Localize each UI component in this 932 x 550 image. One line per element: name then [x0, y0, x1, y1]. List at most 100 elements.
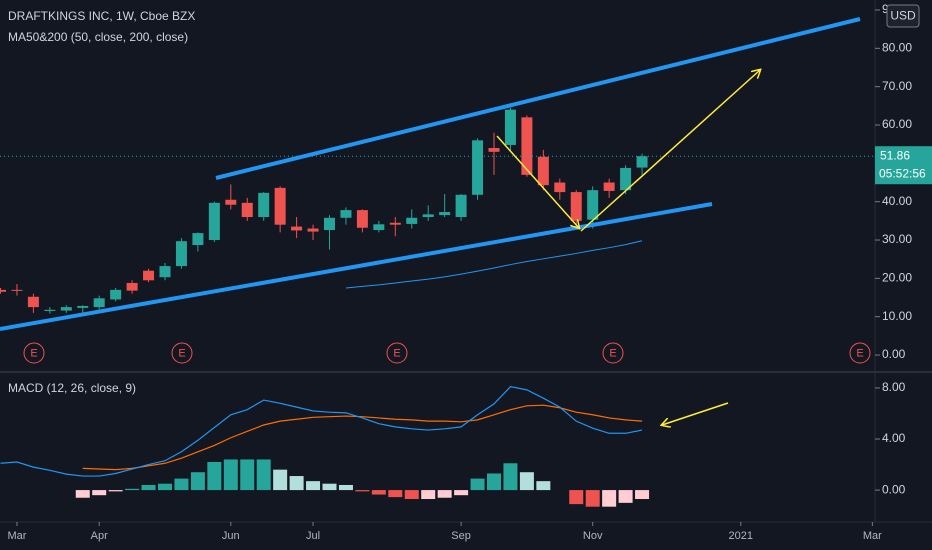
histogram-bar	[108, 490, 123, 492]
histogram-bar	[569, 490, 584, 505]
candle-body	[554, 182, 566, 193]
chart-title: DRAFTKINGS INC, 1W, Cboe BZX	[8, 9, 195, 23]
histogram-bar	[240, 459, 255, 491]
line	[0, 386, 643, 477]
y-tick-label: 4.00	[882, 431, 906, 445]
histogram-bar	[536, 481, 551, 491]
y-tick-label: 40.00	[882, 194, 912, 208]
candle-body	[60, 307, 72, 311]
candle-body	[488, 148, 500, 152]
histogram-bar	[388, 490, 403, 498]
candle-body	[225, 199, 237, 205]
y-tick-label: 60.00	[882, 117, 912, 131]
earnings-marker	[849, 342, 871, 364]
histogram-bar	[256, 459, 271, 491]
candle-body	[11, 289, 23, 291]
candle-body	[27, 296, 39, 308]
earnings-marker	[23, 342, 45, 364]
candle-body	[175, 241, 187, 267]
histogram-bar	[158, 483, 172, 491]
candle-body	[44, 309, 56, 311]
last-price-label: 51.86	[880, 148, 910, 162]
x-tick-label: Apr	[91, 530, 108, 542]
candle-body	[389, 222, 401, 225]
earnings-label: E	[178, 347, 185, 359]
candle-body	[93, 298, 105, 308]
candle-body	[636, 156, 648, 168]
indicator-title: MA50&200 (50, close, 200, close)	[8, 30, 188, 44]
histogram-bar	[355, 490, 370, 492]
y-tick-label: 70.00	[882, 79, 912, 93]
macd-title: MACD (12, 26, close, 9)	[8, 381, 136, 395]
histogram-bar	[125, 488, 140, 491]
candle-body	[0, 289, 6, 292]
candle-body	[587, 190, 599, 220]
candle-body	[521, 117, 533, 175]
currency[interactable]: USD	[890, 9, 916, 23]
candle-body	[570, 192, 582, 221]
histogram-bar	[618, 490, 633, 503]
y-tick-label: 8.00	[882, 380, 906, 394]
candle-body	[422, 214, 434, 218]
candle-body	[126, 282, 138, 291]
y-tick-label: 10.00	[882, 309, 912, 323]
candle-body	[472, 140, 484, 195]
y-tick-label: 20.00	[882, 271, 912, 285]
candle-body	[77, 305, 89, 308]
candle-body	[504, 109, 516, 145]
candle-body	[340, 210, 352, 218]
histogram-bar	[421, 490, 436, 500]
x-tick-label: Jul	[306, 530, 320, 542]
earnings-label: E	[856, 347, 863, 359]
histogram-bar	[503, 463, 518, 491]
candle-body	[307, 228, 319, 232]
x-tick-label: Nov	[583, 530, 603, 542]
countdown: 05:52:56	[879, 166, 926, 180]
histogram-bar	[322, 483, 337, 491]
candle-body	[110, 289, 122, 300]
histogram-bar	[273, 469, 288, 491]
candle-body	[373, 224, 385, 231]
arrow	[662, 402, 729, 425]
candle-body	[620, 167, 632, 191]
candle-body	[258, 192, 270, 218]
histogram-bar	[371, 490, 386, 495]
candle-body	[439, 212, 451, 216]
histogram-bar	[338, 484, 353, 491]
earnings-label: E	[393, 347, 400, 359]
y-tick-label: 0.00	[882, 482, 906, 496]
candle-body	[274, 187, 286, 225]
histogram-bar	[190, 472, 205, 491]
candle-body	[192, 233, 204, 246]
arrow	[496, 135, 579, 228]
line	[82, 404, 643, 471]
histogram-bar	[437, 490, 452, 498]
histogram-bar	[174, 478, 189, 491]
histogram-bar	[141, 484, 156, 491]
candle-body	[537, 156, 549, 186]
histogram-bar	[404, 490, 419, 500]
earnings-marker	[386, 342, 408, 364]
earnings-marker	[171, 342, 193, 364]
y-tick-label: 30.00	[882, 232, 912, 246]
currency-button[interactable]	[886, 4, 920, 28]
histogram-bar	[635, 490, 650, 500]
candle-body	[603, 182, 615, 191]
histogram-bar	[306, 481, 321, 491]
x-tick-label: 2021	[729, 530, 753, 542]
trend-line	[0, 202, 713, 331]
candle-body	[455, 194, 467, 218]
histogram-bar	[454, 490, 469, 496]
histogram-bar	[602, 490, 617, 507]
x-tick-label: Mar	[863, 530, 882, 542]
histogram-bar	[289, 476, 304, 491]
candle-body	[406, 217, 418, 224]
candle-body	[208, 202, 220, 241]
trend-line	[215, 17, 861, 180]
histogram-bar	[207, 462, 222, 491]
histogram-bar	[92, 490, 107, 496]
